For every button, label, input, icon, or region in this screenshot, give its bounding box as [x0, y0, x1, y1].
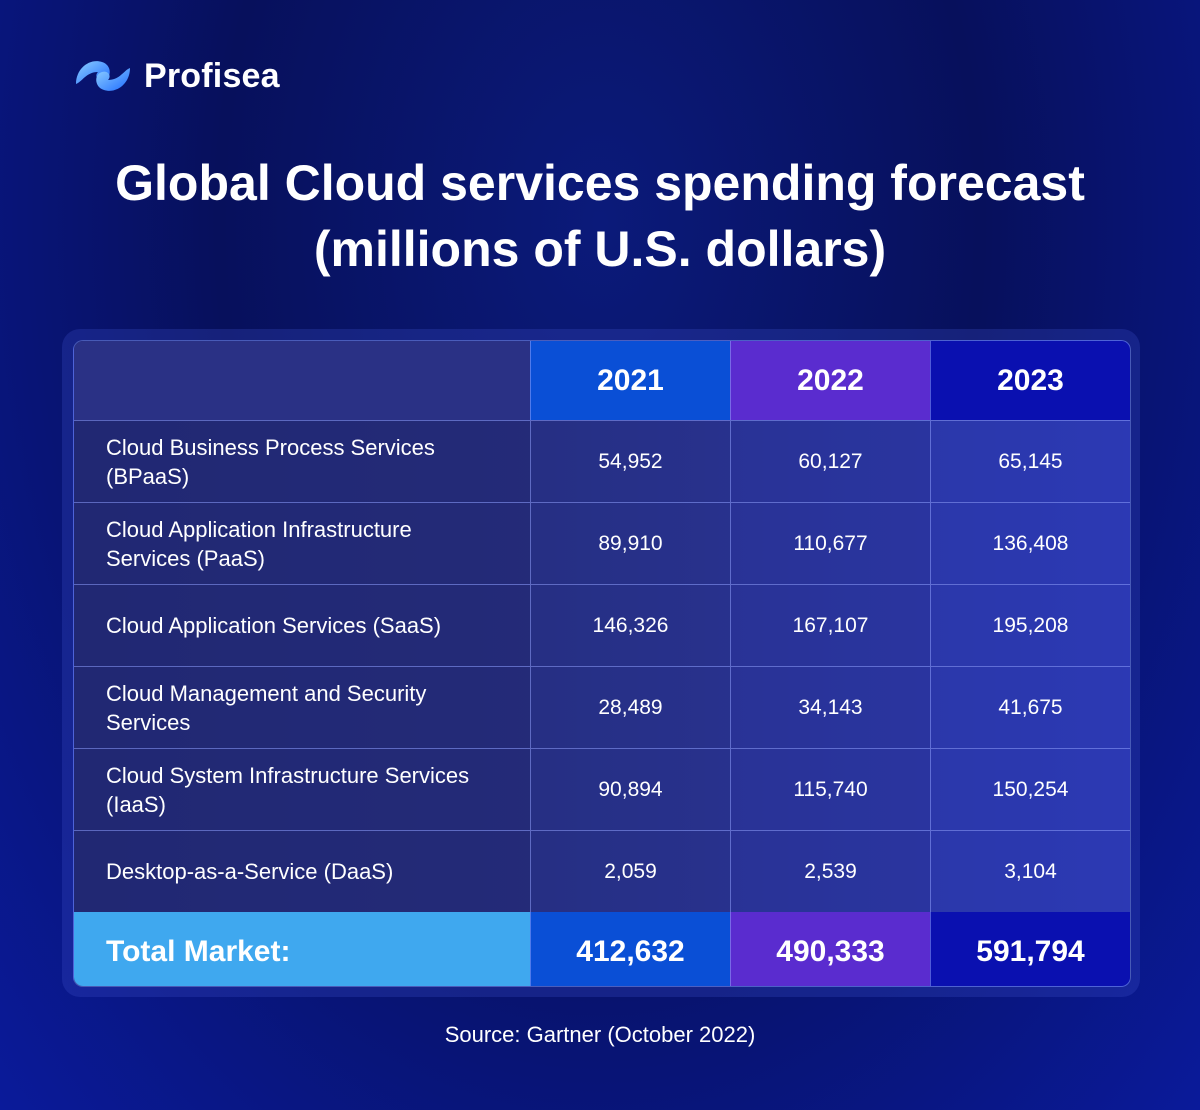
- source-note: Source: Gartner (October 2022): [444, 1022, 756, 1047]
- row-label: Cloud System Infrastructure Services (Ia…: [74, 749, 530, 830]
- table-header-row: 2021 2022 2023: [74, 341, 1130, 420]
- brand-name: Profisea: [144, 56, 280, 95]
- spending-table: 2021 2022 2023 Cloud Business Process Se…: [73, 340, 1131, 987]
- value-2023: 195,208: [930, 585, 1130, 666]
- table-row: Cloud Business Process Services (BPaaS) …: [74, 420, 1130, 502]
- header-2023: 2023: [930, 341, 1130, 420]
- table-row: Cloud Application Services (SaaS) 146,32…: [74, 584, 1130, 666]
- row-label: Cloud Management and Security Services: [74, 667, 530, 748]
- title-line-2: (millions of U.S. dollars): [313, 221, 887, 277]
- value-2021: 2,059: [530, 831, 730, 912]
- profisea-wave-icon: [76, 61, 130, 91]
- value-2021: 54,952: [530, 421, 730, 502]
- header-empty-cell: [74, 341, 530, 420]
- value-2022: 167,107: [730, 585, 930, 666]
- row-label: Desktop-as-a-Service (DaaS): [74, 831, 530, 912]
- total-label: Total Market:: [74, 912, 530, 986]
- table-row: Desktop-as-a-Service (DaaS) 2,059 2,539 …: [74, 830, 1130, 912]
- value-2022: 60,127: [730, 421, 930, 502]
- value-2021: 28,489: [530, 667, 730, 748]
- total-row: Total Market: 412,632 490,333 591,794: [74, 912, 1130, 986]
- total-2023: 591,794: [930, 912, 1130, 986]
- header-2021: 2021: [530, 341, 730, 420]
- page-title: Global Cloud services spending forecast …: [0, 150, 1200, 282]
- value-2022: 34,143: [730, 667, 930, 748]
- row-label-text: Cloud Business Process Services (BPaaS): [106, 434, 435, 489]
- value-2022: 2,539: [730, 831, 930, 912]
- row-label: Cloud Application Infrastructure Service…: [74, 503, 530, 584]
- table-row: Cloud System Infrastructure Services (Ia…: [74, 748, 1130, 830]
- value-2022: 115,740: [730, 749, 930, 830]
- total-2022: 490,333: [730, 912, 930, 986]
- header-2022: 2022: [730, 341, 930, 420]
- value-2023: 150,254: [930, 749, 1130, 830]
- row-label: Cloud Application Services (SaaS): [74, 585, 530, 666]
- total-2021: 412,632: [530, 912, 730, 986]
- row-label-text: Cloud System Infrastructure Services (Ia…: [106, 762, 470, 817]
- row-label: Cloud Business Process Services (BPaaS): [74, 421, 530, 502]
- value-2021: 90,894: [530, 749, 730, 830]
- row-label-text: Cloud Application Services (SaaS): [106, 613, 442, 638]
- value-2023: 136,408: [930, 503, 1130, 584]
- row-label-text: Cloud Application Infrastructure Service…: [106, 516, 412, 571]
- value-2022: 110,677: [730, 503, 930, 584]
- value-2023: 3,104: [930, 831, 1130, 912]
- value-2023: 41,675: [930, 667, 1130, 748]
- row-label-text: Desktop-as-a-Service (DaaS): [106, 859, 394, 884]
- table-row: Cloud Application Infrastructure Service…: [74, 502, 1130, 584]
- value-2021: 89,910: [530, 503, 730, 584]
- table-row: Cloud Management and Security Services 2…: [74, 666, 1130, 748]
- row-label-text: Cloud Management and Security Services: [106, 680, 427, 735]
- title-line-1: Global Cloud services spending forecast: [115, 155, 1085, 211]
- value-2023: 65,145: [930, 421, 1130, 502]
- value-2021: 146,326: [530, 585, 730, 666]
- brand-logo: Profisea: [72, 54, 280, 98]
